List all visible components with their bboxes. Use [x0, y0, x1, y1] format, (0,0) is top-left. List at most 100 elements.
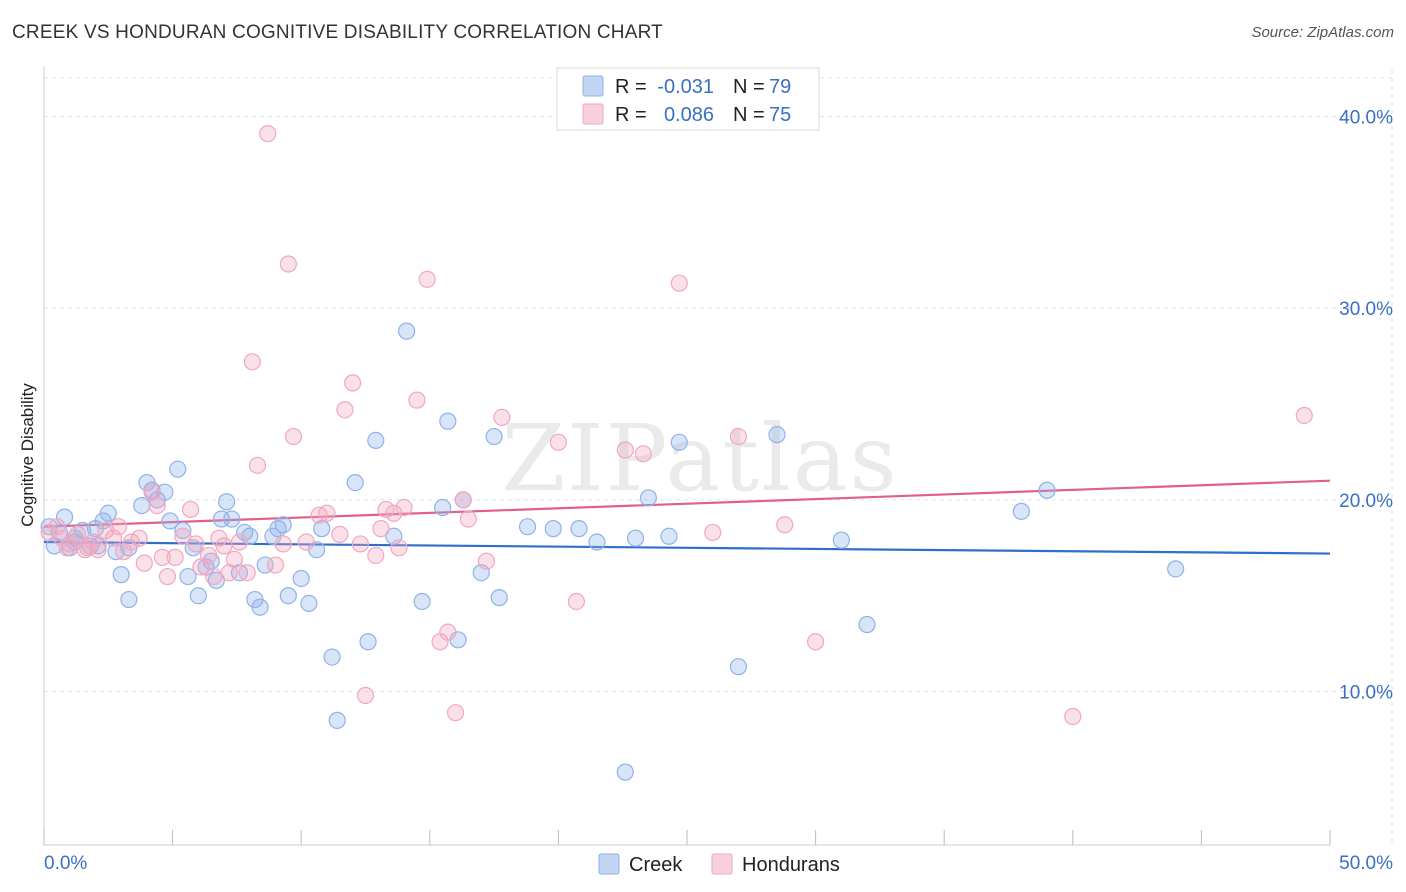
hondurans-point [356, 686, 375, 705]
watermark: ZIPatlas [501, 405, 898, 512]
hondurans-point [89, 541, 107, 559]
hondurans-point [616, 441, 634, 459]
creek-point [398, 322, 416, 340]
y-tick-label: 20.0% [1339, 491, 1393, 512]
hondurans-point [200, 546, 218, 565]
creek-point [120, 590, 138, 609]
creek-point [570, 520, 588, 538]
hondurans-point [395, 498, 413, 517]
creek-point [588, 533, 606, 551]
creek-point [99, 504, 117, 522]
hondurans-point [187, 535, 205, 553]
chart-title: CREEK VS HONDURAN COGNITIVE DISABILITY C… [12, 22, 663, 43]
r-value: 0.086 [664, 104, 714, 126]
creek-point [490, 589, 508, 607]
hondurans-point [182, 500, 200, 519]
hondurans-point [549, 433, 568, 451]
series-legend: Creek Hondurans [598, 853, 840, 876]
hondurans-point [806, 633, 825, 651]
creek-point [218, 493, 236, 511]
hondurans-point [243, 353, 261, 371]
creek-legend-swatch [598, 853, 620, 875]
hondurans-point [166, 548, 184, 566]
hondurans-point [158, 567, 177, 586]
creek-point [346, 473, 364, 492]
hondurans-point [418, 270, 436, 288]
y-tick-label: 40.0% [1339, 107, 1393, 128]
hondurans-point [729, 427, 748, 446]
creek-point [518, 518, 537, 536]
creek-point [223, 510, 241, 528]
hondurans-point [454, 491, 472, 509]
hondurans-point [148, 497, 166, 515]
series-creek-points [40, 322, 1185, 781]
creek-point [274, 516, 292, 534]
hondurans-point [351, 535, 369, 553]
creek-point [439, 412, 457, 430]
creek-point [544, 520, 562, 538]
trend-lines [43, 479, 1331, 555]
hondurans-point [377, 500, 395, 519]
creek-point [313, 520, 331, 538]
creek-point [858, 615, 876, 634]
hondurans-point [670, 274, 688, 292]
creek-point [189, 587, 207, 605]
hondurans-legend-swatch [582, 103, 604, 125]
hondurans-point [205, 567, 223, 586]
creek-trend-line [43, 540, 1331, 555]
n-value: 79 [769, 76, 791, 98]
creek-point [485, 427, 503, 446]
creek-point [639, 489, 658, 507]
axes [43, 66, 1331, 846]
hondurans-legend-label: Hondurans [742, 854, 840, 876]
hondurans-point [79, 539, 97, 557]
creek-point [367, 431, 385, 450]
creek-point [279, 587, 297, 605]
creek-point [179, 567, 197, 586]
hondurans-point [1295, 406, 1313, 425]
hondurans-point [704, 523, 722, 542]
hondurans-point [284, 427, 303, 446]
hondurans-point [109, 518, 128, 536]
creek-point [112, 566, 130, 584]
tick-labels: 10.0% 20.0% 30.0% 40.0% 0.0% 50.0% [44, 107, 1393, 874]
hondurans-point [367, 546, 385, 565]
creek-point [300, 594, 318, 612]
stats-legend: R = -0.031 N = 79 R = 0.086 N = 75 [556, 67, 820, 131]
hondurans-point [477, 552, 495, 570]
hondurans-point [215, 537, 233, 555]
hondurans-point [248, 456, 267, 474]
creek-point [174, 521, 192, 540]
n-value: 75 [769, 104, 791, 126]
x-tick-label: 0.0% [44, 853, 87, 874]
hondurans-point [225, 550, 243, 568]
creek-point [328, 711, 346, 729]
hondurans-point [238, 564, 256, 582]
hondurans-point [297, 533, 315, 551]
hondurans-point [446, 704, 465, 722]
creek-point [616, 763, 634, 781]
creek-point [660, 527, 678, 545]
hondurans-point [174, 527, 192, 545]
y-tick-label: 30.0% [1339, 299, 1393, 320]
hondurans-point [408, 391, 426, 409]
data-points [40, 125, 1313, 781]
hondurans-point [153, 548, 171, 566]
creek-point [133, 497, 151, 515]
hondurans-point [385, 504, 403, 522]
r-label: R = [615, 104, 647, 126]
r-label: R = [615, 76, 647, 98]
hondurans-point [372, 520, 390, 538]
hondurans-point [318, 504, 336, 522]
hondurans-point [266, 556, 285, 574]
hondurans-point [390, 539, 408, 557]
creek-point [832, 531, 850, 549]
x-tick-label: 50.0% [1339, 853, 1393, 874]
creek-point [413, 592, 431, 611]
creek-point [359, 633, 377, 651]
hondurans-point [1064, 707, 1082, 726]
hondurans-trend-line [43, 479, 1331, 528]
creek-point [1038, 481, 1056, 499]
series-hondurans-points [40, 125, 1313, 726]
